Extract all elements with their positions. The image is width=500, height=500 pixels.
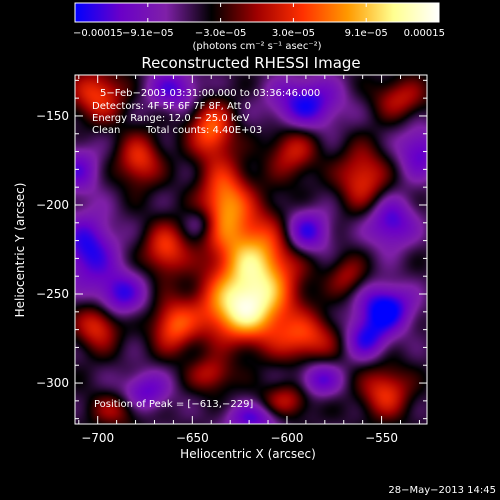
y-tick-label: −300 [36,376,69,390]
x-tick-label: −700 [81,431,114,445]
y-tick-label: −200 [36,198,69,212]
heatmap-image [75,75,427,424]
x-axis-label: Heliocentric X (arcsec) [180,447,316,461]
x-tick-label: −600 [270,431,303,445]
y-tick-label: −250 [36,287,69,301]
annotation-counts: Total counts: 4.40E+03 [145,125,262,136]
y-tick-label: −150 [36,109,69,123]
colorbar-tick-labels: −0.00015 −9.1e−05 −3.0e−05 3.0e−05 9.1e−05 0.… [73,28,445,39]
x-tick-label: −550 [365,431,398,445]
colorbar-tick-label: −3.0e−05 [195,28,247,39]
colorbar [74,2,440,23]
timestamp: 28−May−2013 14:45 [388,485,496,496]
colorbar-tick-label: 0.00015 [404,28,445,39]
annotation-peak: Position of Peak = [−613,−229] [94,399,253,410]
colorbar-unit: (photons cm⁻² s⁻¹ asec⁻²) [192,41,321,52]
annotation-detectors: Detectors: 4F 5F 6F 7F 8F, Att 0 [92,101,251,112]
y-axis-label: Heliocentric Y (arcsec) [13,183,27,318]
colorbar-tick-label: 3.0e−05 [272,28,315,39]
x-tick-labels: −700 −650 −600 −550 [81,431,398,445]
y-tick-labels: −150 −200 −250 −300 [36,109,69,390]
colorbar-tick-label: 9.1e−05 [345,28,388,39]
x-tick-label: −650 [176,431,209,445]
colorbar-ticks [74,3,440,22]
axis-ticks [75,75,427,424]
annotation-method: Clean [92,125,120,136]
annotation-date: 5−Feb−2003 03:31:00.000 to 03:36:46.000 [100,88,320,99]
plot-frame [74,74,428,425]
annotation-energy: Energy Range: 12.0 − 25.0 keV [92,113,249,124]
chart-title: Reconstructed RHESSI Image [141,54,360,72]
colorbar-tick-label: −9.1e−05 [122,28,174,39]
colorbar-tick-label: −0.00015 [73,28,123,39]
